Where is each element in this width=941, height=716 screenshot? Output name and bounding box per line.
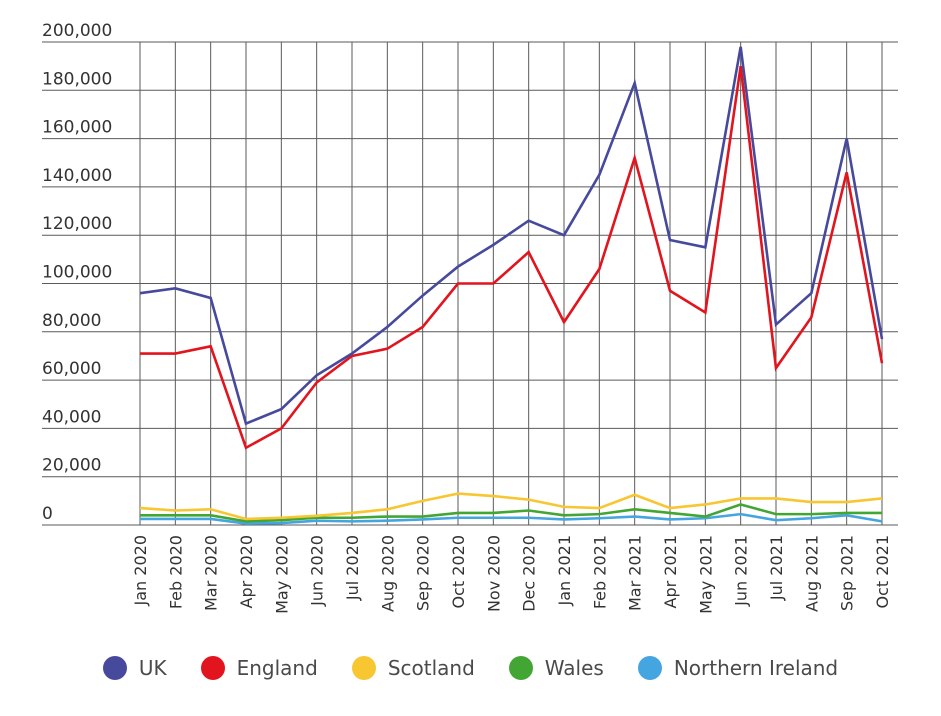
legend-swatch — [637, 656, 662, 680]
legend-swatch — [508, 656, 533, 680]
x-tick-label: Dec 2020 — [520, 535, 539, 612]
x-tick-label: May 2020 — [272, 535, 291, 614]
x-tick-label: Sep 2021 — [838, 535, 857, 611]
legend-swatch — [102, 656, 127, 680]
y-tick-label: 20,000 — [42, 456, 101, 476]
x-axis-ticks: Jan 2020 Feb 2020 Mar 2020 Apr 2020 May 2020… — [131, 535, 892, 614]
x-tick-label: Jun 2021 — [732, 535, 751, 607]
x-tick-label: Mar 2021 — [626, 535, 645, 611]
y-tick-label: 40,000 — [42, 407, 101, 427]
x-tick-label: Aug 2020 — [378, 535, 397, 612]
series-line-wales — [140, 503, 882, 523]
y-tick-label: 120,000 — [42, 214, 112, 234]
legend-item: Scotland — [351, 656, 475, 680]
x-tick-label: Nov 2020 — [484, 535, 503, 612]
x-tick-label: Jul 2020 — [343, 535, 362, 601]
x-tick-label: Apr 2020 — [237, 535, 256, 608]
x-tick-label: Jun 2020 — [308, 535, 327, 607]
legend-label: UK — [138, 656, 167, 680]
y-tick-label: 180,000 — [42, 69, 112, 89]
x-tick-label: Mar 2020 — [202, 535, 221, 611]
y-tick-label: 60,000 — [42, 359, 101, 379]
x-tick-label: Jul 2021 — [767, 535, 786, 601]
x-tick-label: Jan 2020 — [131, 535, 150, 606]
legend-item: UK — [102, 656, 167, 680]
x-tick-label: Oct 2021 — [873, 535, 892, 608]
x-tick-label: Jan 2021 — [555, 535, 574, 606]
x-tick-label: Aug 2021 — [802, 535, 821, 612]
x-tick-label: Oct 2020 — [449, 535, 468, 608]
chart-series-lines — [139, 46, 884, 525]
series-line-england — [140, 65, 884, 450]
series-line-uk — [139, 46, 884, 426]
chart-grid — [42, 41, 898, 526]
legend-swatch — [351, 656, 376, 680]
y-tick-label: 100,000 — [42, 263, 112, 283]
series-line-northern-ireland — [140, 512, 883, 525]
series-line-scotland — [139, 492, 883, 521]
y-axis-ticks: 0 20,000 40,000 60,000 80,000 100,000 120,000 1… — [42, 21, 112, 524]
legend-item: Wales — [508, 656, 604, 680]
x-tick-label: Sep 2020 — [414, 535, 433, 611]
legend-swatch — [200, 656, 225, 680]
legend-label: Scotland — [387, 656, 475, 680]
y-tick-label: 160,000 — [42, 118, 112, 138]
y-tick-label: 140,000 — [42, 166, 112, 186]
x-tick-label: Feb 2021 — [590, 535, 609, 609]
x-tick-label: Apr 2021 — [661, 535, 680, 608]
chart-legend: UK England Scotland Wales Northern Ireland — [0, 656, 941, 680]
legend-item: Northern Ireland — [637, 656, 839, 680]
x-tick-label: Feb 2020 — [166, 535, 185, 609]
legend-label: Northern Ireland — [673, 656, 839, 680]
y-tick-label: 0 — [42, 504, 53, 524]
legend-label: Wales — [544, 656, 604, 680]
y-tick-label: 80,000 — [42, 311, 101, 331]
y-tick-label: 200,000 — [42, 21, 112, 41]
legend-label: England — [236, 656, 318, 680]
x-tick-label: May 2021 — [696, 535, 715, 614]
legend-item: England — [200, 656, 318, 680]
